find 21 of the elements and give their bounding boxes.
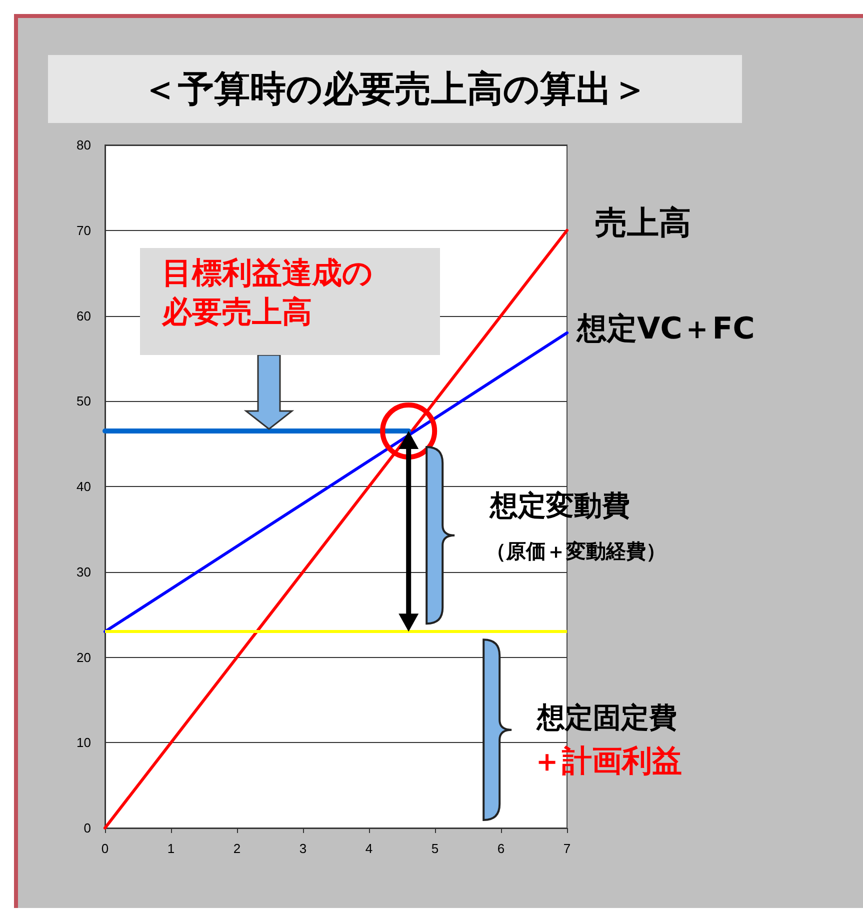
x-tick-label: 0 bbox=[101, 841, 109, 856]
y-tick-label: 50 bbox=[76, 394, 91, 409]
x-tick-label: 4 bbox=[365, 841, 373, 856]
y-tick-label: 70 bbox=[76, 222, 91, 238]
x-tick-label: 3 bbox=[299, 841, 307, 856]
x-tick-label: 5 bbox=[431, 841, 439, 856]
y-tick-label: 0 bbox=[84, 820, 91, 836]
x-tick-label: 1 bbox=[167, 841, 175, 856]
y-tick-label: 40 bbox=[76, 479, 91, 494]
x-tick-label: 2 bbox=[233, 841, 241, 856]
chart-title: ＜予算時の必要売上高の算出＞ bbox=[48, 55, 742, 123]
y-tick-label: 30 bbox=[76, 564, 91, 580]
y-tick-label: 20 bbox=[76, 650, 91, 665]
x-tick-label: 7 bbox=[563, 841, 571, 856]
x-tick-label: 6 bbox=[497, 841, 505, 856]
series-label: 売上高 bbox=[595, 203, 691, 242]
series-label: 想定VC＋FC bbox=[576, 311, 755, 346]
annotation: 目標利益達成の必要売上高 bbox=[162, 255, 374, 332]
y-tick-label: 10 bbox=[76, 735, 91, 750]
y-tick-label: 80 bbox=[76, 138, 91, 152]
y-tick-label: 60 bbox=[76, 308, 91, 324]
